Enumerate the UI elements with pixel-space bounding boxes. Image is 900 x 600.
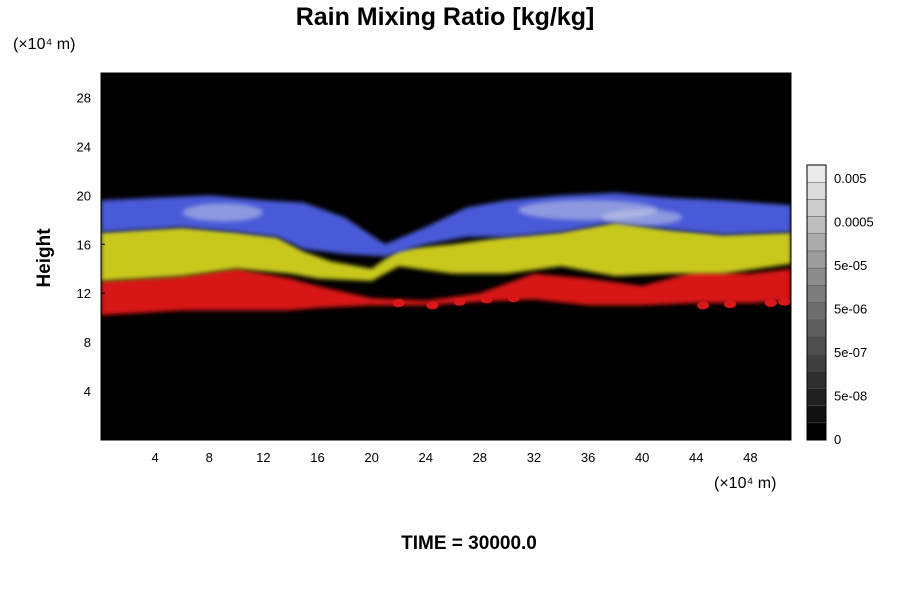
x-tick-label: 48: [743, 450, 757, 465]
droplet-2: [453, 297, 466, 306]
colorbar-label: 0: [834, 432, 841, 447]
x-tick-label: 44: [689, 450, 703, 465]
colorbar-step: [806, 267, 827, 286]
x-tick-label: 24: [418, 450, 432, 465]
colorbar-label: 5e-07: [834, 345, 867, 360]
y-tick-label: 28: [77, 90, 91, 105]
x-tick-label: 16: [310, 450, 324, 465]
time-label: TIME = 30000.0: [401, 533, 537, 554]
x-tick-label: 32: [527, 450, 541, 465]
y-tick-label: 12: [77, 286, 91, 301]
droplet-1: [426, 301, 439, 310]
droplet-0: [392, 298, 405, 307]
highlight-0: [182, 203, 263, 222]
y-axis-unit: (×10⁴ m): [13, 36, 75, 53]
y-tick-label: 8: [84, 335, 91, 350]
highlight-2: [602, 209, 683, 226]
plot-frame: [100, 72, 792, 441]
colorbar-step: [806, 164, 827, 183]
colorbar-step: [806, 371, 827, 389]
layer-0: [101, 268, 791, 316]
colorbar-label: 0.005: [834, 171, 867, 186]
layer-1: [101, 222, 791, 281]
colorbar-label: 5e-05: [834, 258, 867, 273]
colorbar-step: [806, 388, 827, 406]
x-tick-label: 12: [256, 450, 270, 465]
x-axis-unit: (×10⁴ m): [714, 475, 776, 492]
colorbar-step: [806, 319, 827, 338]
droplet-5: [697, 301, 710, 310]
colorbar-step: [806, 181, 827, 200]
droplet-8: [778, 297, 791, 306]
droplet-3: [480, 295, 493, 304]
y-tick-label: 20: [77, 188, 91, 203]
colorbar-step: [806, 353, 827, 372]
colorbar-label: 5e-08: [834, 389, 867, 404]
colorbar-step: [806, 285, 827, 303]
x-tick-label: 8: [206, 450, 213, 465]
droplet-4: [507, 294, 520, 303]
x-tick-label: 28: [473, 450, 487, 465]
y-tick-label: 16: [77, 237, 91, 252]
colorbar-step: [806, 216, 827, 234]
x-tick-label: 4: [152, 450, 159, 465]
x-tick-label: 36: [581, 450, 595, 465]
colorbar-frame: [806, 164, 827, 441]
y-axis-ticks: 4 8 12 16 20 24 28: [77, 90, 105, 399]
y-tick-label: 24: [77, 139, 91, 154]
droplet-7: [764, 298, 777, 307]
x-axis-ticks: 4 8 12 16 20 24 28 32 36 40 44 48: [152, 436, 758, 465]
colorbar-step: [806, 302, 827, 320]
colorbar-step: [806, 199, 827, 217]
colorbar-step: [806, 233, 827, 252]
colorbar-label: 0.0005: [834, 215, 874, 230]
colorbar-step: [806, 336, 827, 355]
colorbar-step: [806, 422, 827, 441]
colorbar: 0 5e-08 5e-07 5e-06 5e-05 0.0005 0.005: [806, 164, 874, 447]
rain-field: [101, 192, 791, 316]
chart-title: Rain Mixing Ratio [kg/kg]: [296, 3, 595, 31]
colorbar-step: [806, 405, 827, 424]
x-tick-label: 20: [364, 450, 378, 465]
x-tick-label: 40: [635, 450, 649, 465]
colorbar-label: 5e-06: [834, 302, 867, 317]
colorbar-step: [806, 250, 827, 269]
y-tick-label: 4: [84, 384, 91, 399]
droplet-6: [724, 300, 737, 309]
y-axis-label: Height: [34, 228, 55, 288]
